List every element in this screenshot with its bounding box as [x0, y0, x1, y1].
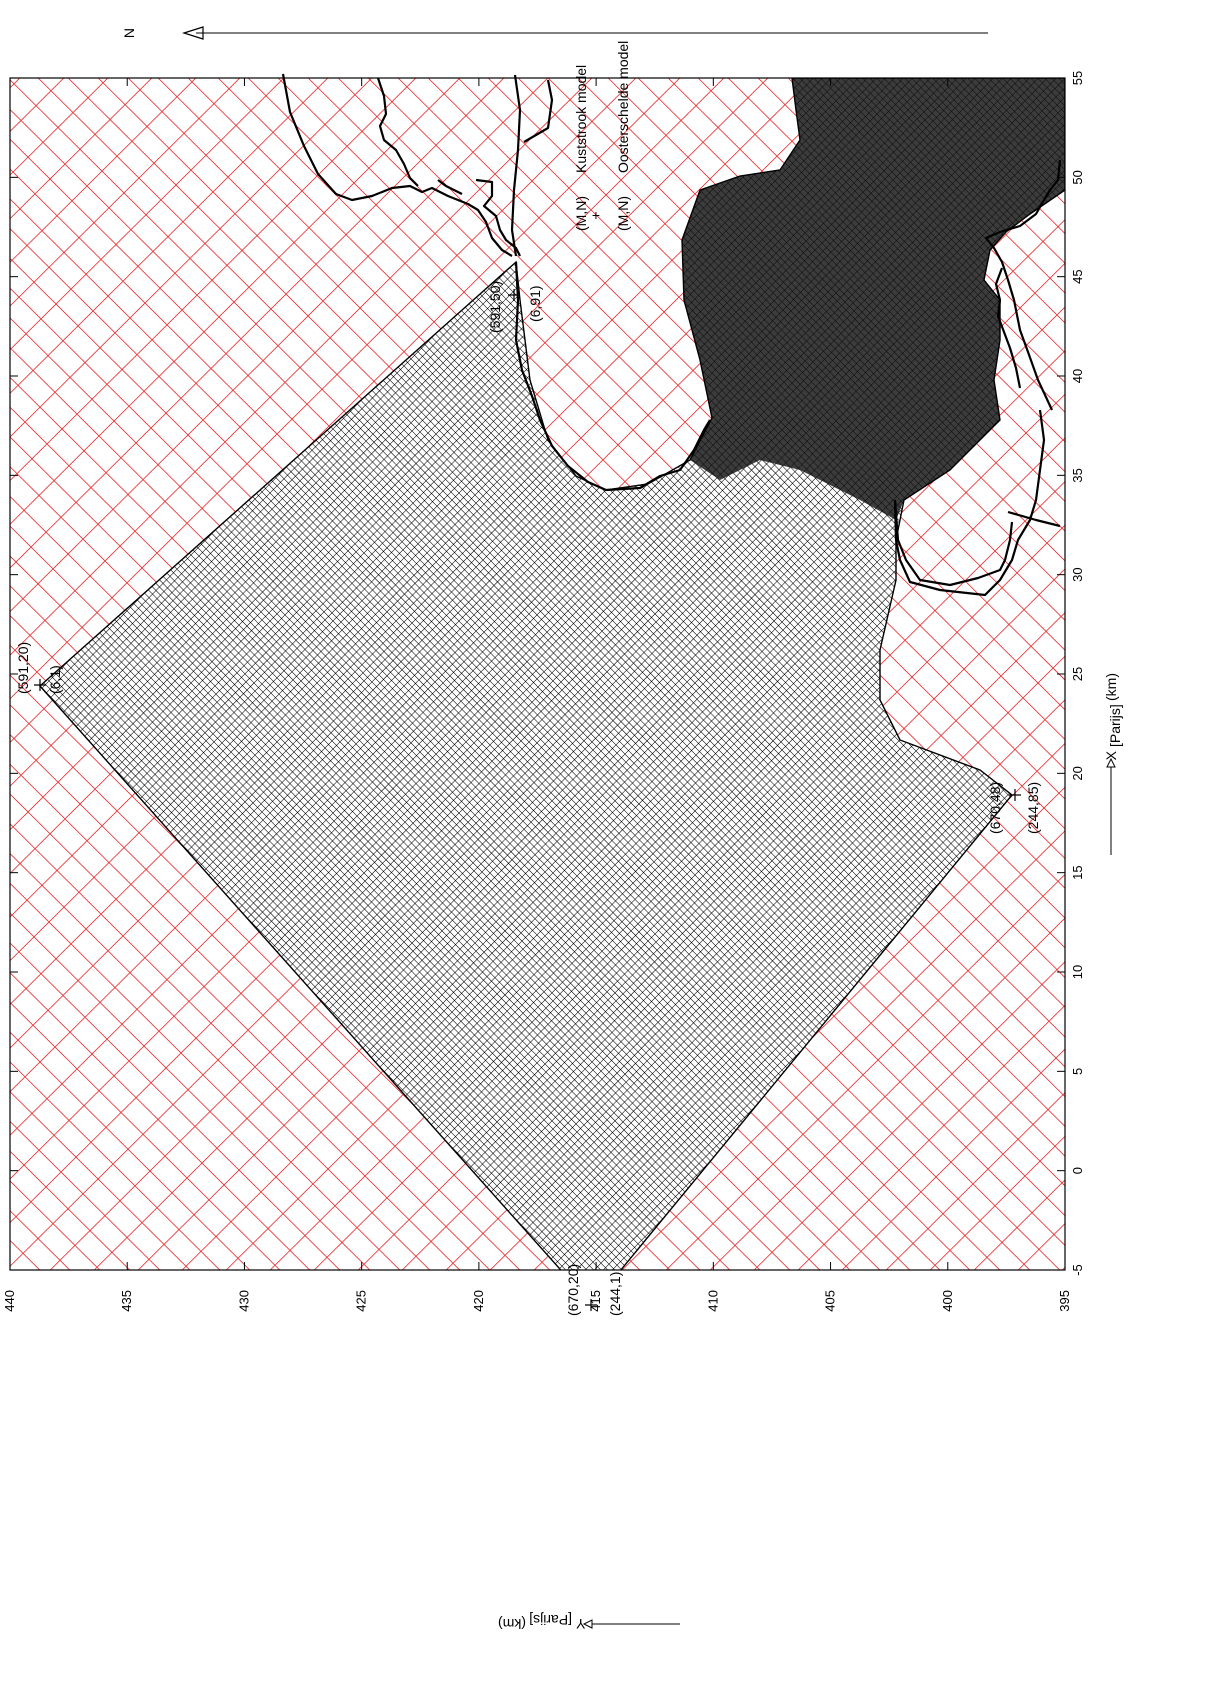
- corner-markers: [34, 289, 1021, 1311]
- corner-label-right-kust: (591,50): [487, 281, 503, 333]
- y-tick-label: 415: [588, 1290, 603, 1312]
- coastline-bay: [514, 261, 711, 492]
- corner-label-bottom-kust: (670,20): [565, 1264, 581, 1316]
- x-axis-label: X [Parijs] (km): [1103, 673, 1123, 855]
- legend-text-kust: Kuststrook model: [573, 65, 589, 173]
- coastline-north: [281, 73, 513, 257]
- corner-label-bottom-oost: (244,1): [607, 1272, 623, 1316]
- y-tick-label: 435: [119, 1290, 134, 1312]
- x-tick-label: 20: [1070, 766, 1085, 780]
- x-tick-label: 0: [1070, 1167, 1085, 1174]
- y-tick-label: 410: [705, 1290, 720, 1312]
- y-axis-ticks: 395 400 405 410 415 420 425 430 435 440: [2, 78, 1072, 1312]
- y-tick-label: 400: [940, 1290, 955, 1312]
- legend-symbol-kust: (M,N): [573, 196, 589, 231]
- y-tick-label: 425: [354, 1290, 369, 1312]
- y-tick-label: 405: [823, 1290, 838, 1312]
- x-axis-label-sub: [Parijs]: [1107, 704, 1123, 747]
- x-tick-label: -5: [1070, 1264, 1085, 1276]
- oosterschelde-grid-boundary: [39, 78, 1065, 1270]
- y-tick-label: 395: [1057, 1290, 1072, 1312]
- legend-plus: +: [592, 207, 600, 223]
- corner-label-left-oost: (244,85): [1025, 782, 1041, 834]
- x-axis-label-main: X: [1103, 750, 1119, 760]
- x-tick-label: 10: [1070, 965, 1085, 979]
- coastline-south: [893, 159, 1062, 597]
- x-tick-label: 40: [1070, 369, 1085, 383]
- coastline-north-inland: [376, 77, 521, 257]
- x-tick-label: 15: [1070, 865, 1085, 879]
- x-tick-label: 5: [1070, 1068, 1085, 1075]
- north-arrow: N: [121, 26, 988, 40]
- x-tick-label: 45: [1070, 269, 1085, 283]
- y-axis-label-main: Y: [575, 1616, 585, 1632]
- corner-plus-top: [34, 679, 46, 691]
- x-tick-label: 35: [1070, 468, 1085, 482]
- x-tick-label: 30: [1070, 567, 1085, 581]
- y-axis-label-unit: (km): [498, 1616, 526, 1632]
- y-tick-label: 430: [236, 1290, 251, 1312]
- coastline-south-river: [994, 267, 1061, 528]
- x-tick-label: 25: [1070, 667, 1085, 681]
- y-tick-label: 420: [471, 1290, 486, 1312]
- corner-label-left-kust: (670,48): [987, 782, 1003, 834]
- y-tick-label: 440: [2, 1290, 17, 1312]
- corner-plus-left: [1009, 789, 1021, 801]
- y-axis-label-sub: [Parijs]: [529, 1612, 572, 1628]
- coastline: [281, 73, 1062, 597]
- corner-labels: (591,20) (6,1) (591,50) (6,91) (670,20) …: [15, 281, 1041, 1316]
- legend-symbol-oost: (M,N): [615, 196, 631, 231]
- north-label: N: [121, 28, 137, 38]
- x-axis-label-unit: (km): [1103, 673, 1119, 701]
- corner-label-right-oost: (6,91): [527, 285, 543, 322]
- corner-label-top-kust: (591,20): [15, 642, 31, 694]
- legend-text-oost: Oosterschelde model: [615, 41, 631, 173]
- legend: (M,N) Kuststrook model + (M,N) Oostersch…: [573, 41, 631, 231]
- oosterschelde-grid-lines-b: [40, 78, 1065, 1270]
- corner-plus-right: [508, 289, 520, 301]
- oosterschelde-grid: [39, 78, 1065, 1270]
- oosterschelde-estuary-dense: [682, 78, 1065, 520]
- x-axis-ticks: -5 0 5 10 15 20 25 30 35 40 45 50 55: [10, 71, 1085, 1276]
- y-axis-label: Y [Parijs] (km): [498, 1612, 680, 1632]
- x-tick-label: 55: [1070, 71, 1085, 85]
- coastline-inland-road: [510, 74, 554, 257]
- corner-plus-bottom: [585, 1299, 597, 1311]
- corner-label-top-oost: (6,1): [47, 665, 63, 694]
- x-tick-label: 50: [1070, 170, 1085, 184]
